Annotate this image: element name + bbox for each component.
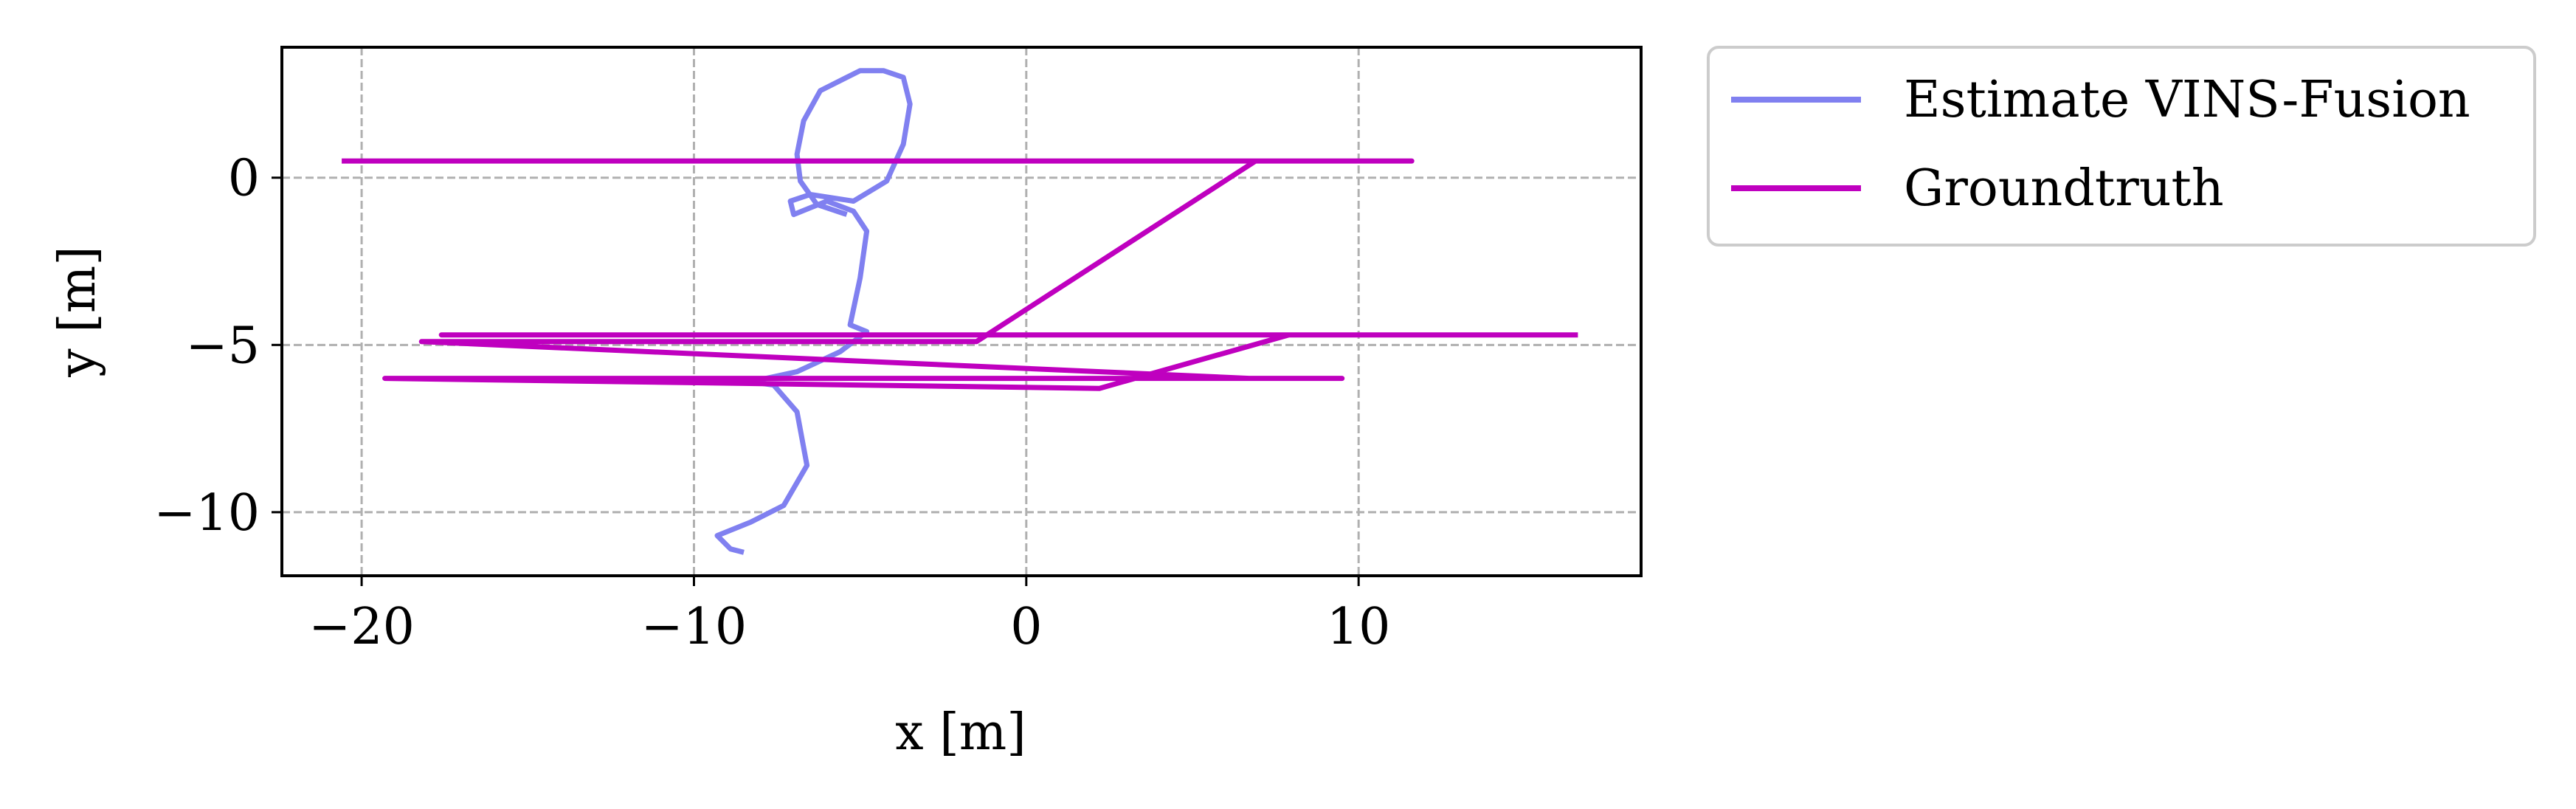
- ticks: −20 −10 0 10 0 −5 −10: [153, 150, 1390, 656]
- legend-frame: [1707, 46, 2536, 247]
- legend-label-estimate: Estimate VINS-Fusion: [1904, 71, 2470, 129]
- x-tick-label: −10: [641, 598, 747, 656]
- y-axis-label: y [m]: [49, 246, 107, 378]
- y-tick-label: −10: [153, 484, 260, 543]
- x-axis-label: x [m]: [895, 703, 1026, 762]
- y-tick-label: 0: [228, 150, 260, 208]
- series-line-estimate: [714, 68, 913, 555]
- y-tick-label: −5: [186, 317, 260, 375]
- plot-area: [282, 47, 1641, 576]
- series-line-groundtruth: [342, 158, 1578, 391]
- legend: Estimate VINS-Fusion Groundtruth: [1707, 46, 2536, 247]
- x-tick-label: 0: [1010, 598, 1042, 656]
- x-tick-label: 10: [1327, 598, 1391, 656]
- plot-frame: [280, 46, 1643, 577]
- x-tick-label: −20: [308, 598, 415, 656]
- series-layer: [342, 68, 1578, 555]
- legend-label-groundtruth: Groundtruth: [1904, 159, 2224, 218]
